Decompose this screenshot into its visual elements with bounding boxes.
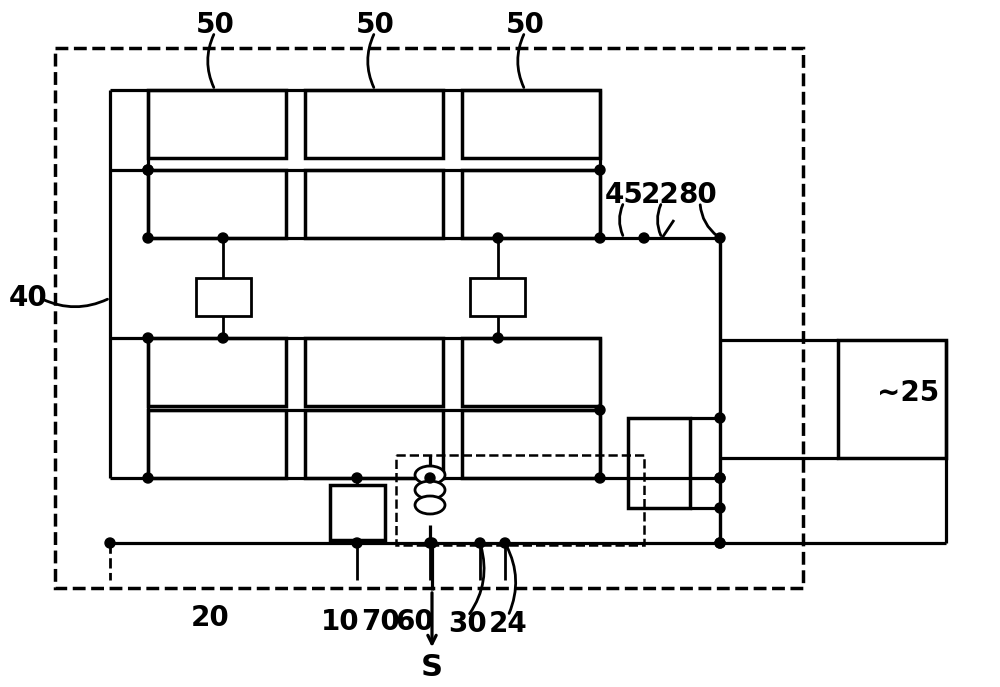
Circle shape xyxy=(715,538,725,548)
Text: 50: 50 xyxy=(196,11,234,39)
Bar xyxy=(148,410,286,478)
Text: 50: 50 xyxy=(506,11,544,39)
Bar xyxy=(55,48,803,588)
Circle shape xyxy=(425,473,435,483)
Text: 40: 40 xyxy=(9,284,47,312)
Bar xyxy=(305,338,443,406)
Circle shape xyxy=(715,233,725,243)
Circle shape xyxy=(475,538,485,548)
Circle shape xyxy=(715,473,725,483)
Circle shape xyxy=(715,413,725,423)
Circle shape xyxy=(143,233,153,243)
Bar xyxy=(628,418,690,508)
Bar xyxy=(330,485,385,540)
Circle shape xyxy=(143,165,153,175)
Text: ~25: ~25 xyxy=(877,379,939,407)
Bar xyxy=(305,90,443,158)
Circle shape xyxy=(218,233,228,243)
Ellipse shape xyxy=(415,466,445,484)
Bar xyxy=(148,338,286,406)
Text: 45: 45 xyxy=(605,181,643,209)
Bar xyxy=(196,278,251,316)
Text: 24: 24 xyxy=(489,610,527,638)
Circle shape xyxy=(425,538,435,548)
Ellipse shape xyxy=(415,496,445,514)
Circle shape xyxy=(143,333,153,343)
Circle shape xyxy=(500,538,510,548)
Text: S: S xyxy=(421,653,443,682)
Bar xyxy=(462,90,600,158)
Text: 60: 60 xyxy=(396,608,434,636)
Circle shape xyxy=(595,473,605,483)
Circle shape xyxy=(493,233,503,243)
Circle shape xyxy=(595,165,605,175)
Bar xyxy=(396,455,644,545)
Bar xyxy=(838,340,946,458)
Bar xyxy=(148,90,286,158)
Circle shape xyxy=(715,538,725,548)
Circle shape xyxy=(105,538,115,548)
Bar xyxy=(462,338,600,406)
Circle shape xyxy=(639,233,649,243)
Circle shape xyxy=(715,503,725,513)
Text: 50: 50 xyxy=(356,11,394,39)
Bar xyxy=(148,170,286,238)
Text: 30: 30 xyxy=(449,610,487,638)
Circle shape xyxy=(352,473,362,483)
Text: 70: 70 xyxy=(361,608,399,636)
Ellipse shape xyxy=(415,481,445,499)
Bar xyxy=(470,278,525,316)
Circle shape xyxy=(493,333,503,343)
Bar xyxy=(462,170,600,238)
Bar xyxy=(462,410,600,478)
Circle shape xyxy=(143,165,153,175)
Circle shape xyxy=(595,233,605,243)
Bar xyxy=(305,170,443,238)
Circle shape xyxy=(352,538,362,548)
Circle shape xyxy=(427,538,437,548)
Bar xyxy=(305,410,443,478)
Text: 22: 22 xyxy=(641,181,679,209)
Text: 10: 10 xyxy=(321,608,359,636)
Circle shape xyxy=(595,405,605,415)
Text: 20: 20 xyxy=(191,604,229,632)
Circle shape xyxy=(715,473,725,483)
Circle shape xyxy=(218,333,228,343)
Text: 80: 80 xyxy=(679,181,717,209)
Circle shape xyxy=(143,473,153,483)
